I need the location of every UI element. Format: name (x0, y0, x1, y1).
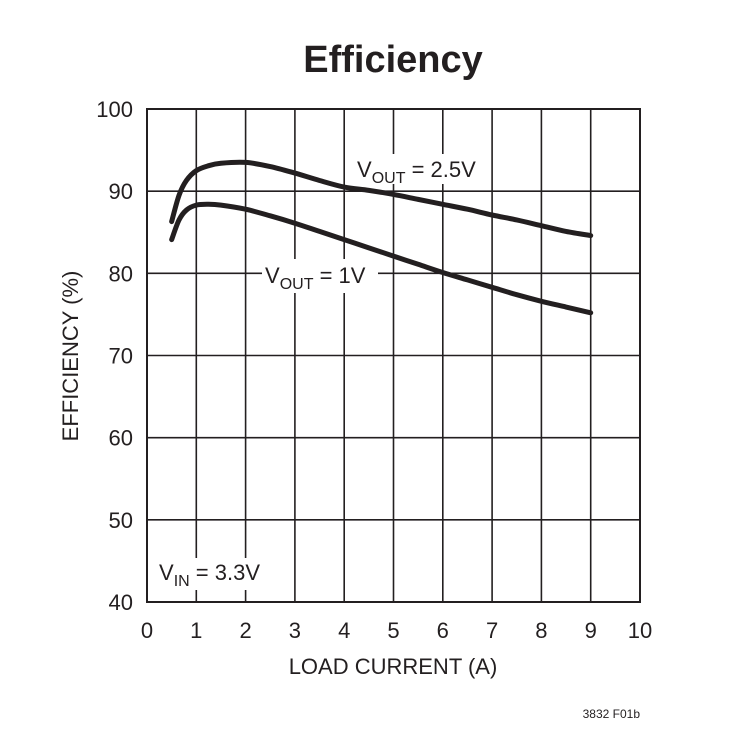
chart-title: Efficiency (303, 39, 483, 81)
plot-frame (146, 108, 641, 603)
y-tick-label-50: 50 (109, 508, 133, 533)
x-tick-label-8: 8 (535, 618, 547, 643)
y-tick-label-70: 70 (109, 344, 133, 369)
series-lines (169, 159, 594, 316)
series-label-vout-1v: VOUT = 1V (265, 263, 366, 293)
y-tick-label-40: 40 (109, 590, 133, 615)
x-tick-label-5: 5 (387, 618, 399, 643)
x-tick-label-0: 0 (141, 618, 153, 643)
y-tick-label-90: 90 (109, 179, 133, 204)
x-tick-label-6: 6 (437, 618, 449, 643)
series-label-bg-vout-1v (262, 259, 378, 293)
x-tick-label-7: 7 (486, 618, 498, 643)
y-tick-label-100: 100 (96, 97, 133, 122)
x-tick-label-3: 3 (289, 618, 301, 643)
vin-annotation-bg (156, 558, 274, 590)
x-tick-labels: 0 1 2 3 4 5 6 7 8 9 10 (141, 618, 652, 643)
y-tick-label-80: 80 (109, 261, 133, 286)
series-label-bg-vout-2-5v (354, 154, 486, 184)
x-tick-label-2: 2 (239, 618, 251, 643)
series-line-vout-1v (169, 201, 594, 316)
series-label-vout-2-5v: VOUT = 2.5V (357, 157, 476, 187)
x-axis-label: LOAD CURRENT (A) (289, 654, 498, 679)
vin-annotation: VIN = 3.3V (159, 560, 260, 590)
y-tick-label-60: 60 (109, 426, 133, 451)
x-tick-label-10: 10 (628, 618, 652, 643)
y-axis-label: EFFICIENCY (%) (58, 271, 83, 442)
figure-code: 3832 F01b (583, 707, 641, 721)
x-tick-label-9: 9 (585, 618, 597, 643)
y-tick-labels: 40 50 60 70 80 90 100 (96, 97, 133, 615)
x-tick-label-1: 1 (190, 618, 202, 643)
x-tick-label-4: 4 (338, 618, 350, 643)
grid-lines (147, 109, 640, 602)
series-line-vout-2-5v (169, 159, 594, 239)
